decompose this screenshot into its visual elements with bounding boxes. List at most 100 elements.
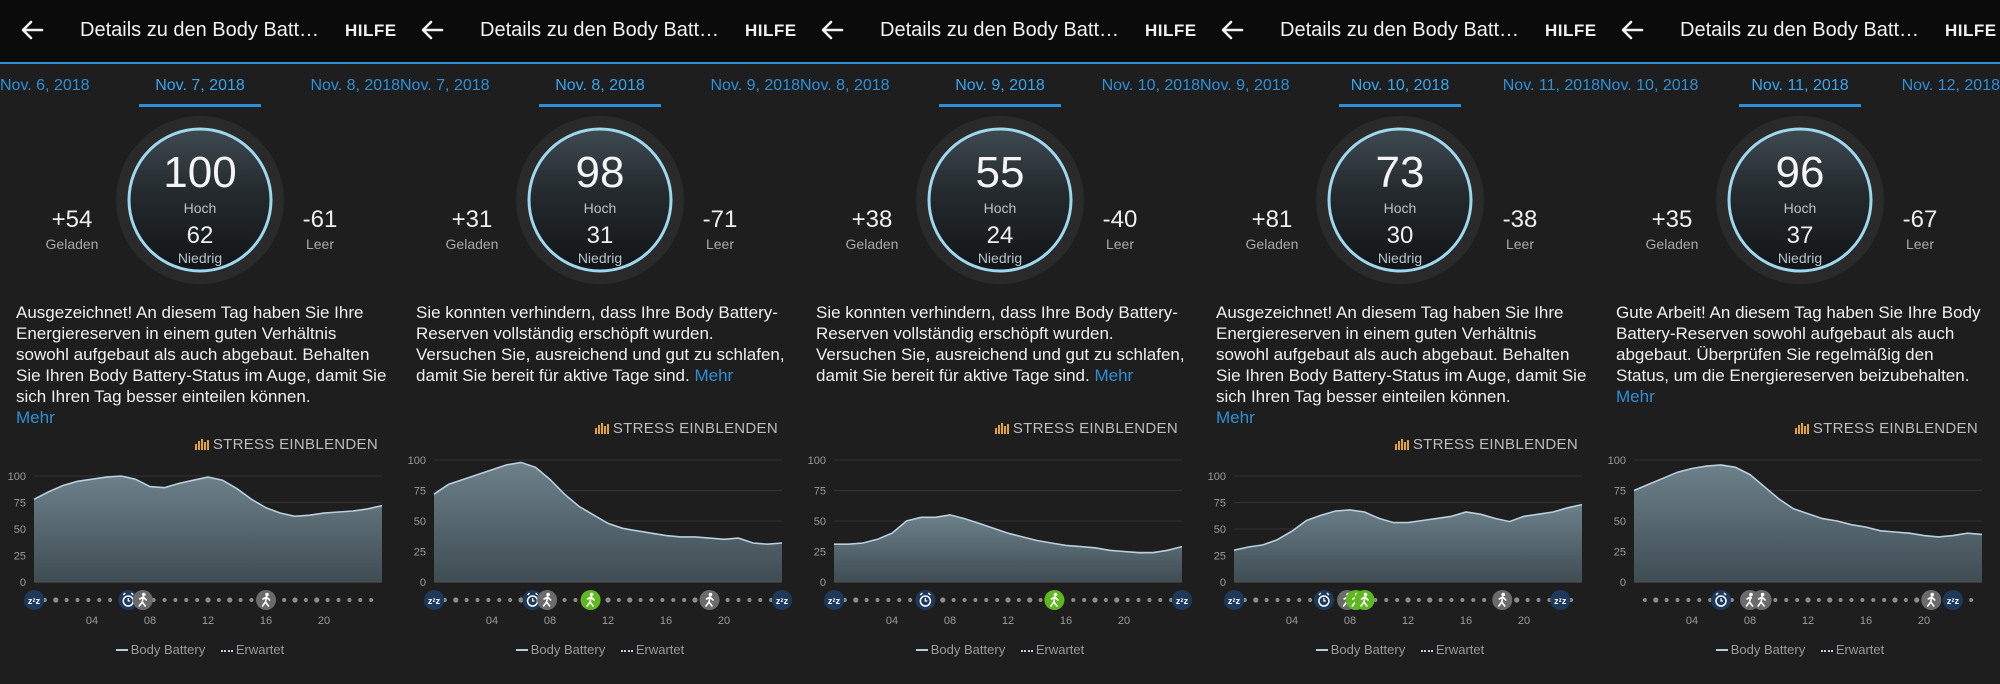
timeline-dot [216, 598, 221, 602]
more-link[interactable]: Mehr [1216, 408, 1255, 427]
legend-body-battery-label: Body Battery [130, 642, 206, 657]
next-date-tab[interactable]: Nov. 12, 2018 [1901, 77, 2000, 94]
app-bar: Details zu den Body Battery-Daten HILFE [400, 0, 800, 64]
current-date-tab[interactable]: Nov. 7, 2018 [155, 77, 245, 94]
alarm-clock-icon[interactable] [522, 590, 543, 610]
timeline-dot [725, 598, 730, 602]
show-stress-button[interactable]: STRESS EINBLENDEN [1794, 420, 1978, 437]
next-date-tab[interactable]: Nov. 10, 2018 [1101, 77, 1200, 94]
date-tab-indicator [539, 104, 661, 107]
drained-value: -40 [1102, 206, 1138, 233]
walk-icon[interactable] [256, 590, 276, 610]
timeline-dot [1405, 597, 1411, 603]
show-stress-button[interactable]: STRESS EINBLENDEN [1394, 436, 1578, 453]
walk-icon[interactable] [132, 590, 153, 610]
previous-date-tab[interactable]: Nov. 10, 2018 [1600, 77, 1699, 94]
previous-date-tab[interactable]: Nov. 8, 2018 [800, 77, 890, 94]
walk-icon[interactable] [1921, 590, 1942, 610]
y-tick-label: 100 [408, 455, 426, 467]
alarm-clock-icon[interactable] [915, 590, 936, 610]
alarm-clock-icon[interactable] [1313, 590, 1334, 610]
current-date-tab[interactable]: Nov. 10, 2018 [1350, 77, 1450, 94]
low-value: 30 [1386, 222, 1414, 249]
x-tick-label: 08 [544, 615, 556, 627]
walk-icon[interactable] [1751, 590, 1772, 610]
previous-date-tab[interactable]: Nov. 6, 2018 [0, 77, 90, 94]
alarm-clock-icon[interactable] [118, 590, 139, 610]
timeline-dot [758, 598, 763, 602]
timeline-dot [475, 598, 480, 602]
back-arrow-icon[interactable] [818, 16, 846, 44]
sleep-icon[interactable]: zᶻz [1550, 590, 1571, 610]
timeline-dot [897, 598, 902, 602]
legend-expected-label: Erwartet [1835, 642, 1885, 657]
y-tick-label: 50 [1214, 524, 1226, 536]
more-link[interactable]: Mehr [1616, 387, 1655, 406]
sleep-icon[interactable]: zᶻz [24, 590, 44, 610]
walk-icon[interactable] [537, 590, 558, 610]
charged-label: Geladen [445, 236, 499, 252]
show-stress-button[interactable]: STRESS EINBLENDEN [994, 420, 1178, 437]
activity-walk-icon[interactable] [580, 590, 601, 610]
alarm-clock-icon[interactable] [1711, 590, 1731, 610]
back-arrow-icon[interactable] [18, 16, 46, 44]
legend-line-swatch [1315, 649, 1328, 651]
current-date-tab[interactable]: Nov. 9, 2018 [955, 77, 1045, 94]
stress-bars-icon [194, 439, 209, 450]
drained-label: Leer [1905, 236, 1935, 252]
more-link[interactable]: Mehr [694, 366, 734, 385]
body-battery-chart: 100 75 50 25 0 04 08 12 16 20 zᶻz [1608, 455, 1983, 627]
x-tick-label: 12 [1002, 615, 1014, 627]
timeline-dot [1136, 598, 1141, 602]
back-arrow-icon[interactable] [1618, 16, 1646, 44]
more-link[interactable]: Mehr [1094, 366, 1134, 385]
y-tick-label: 100 [1608, 455, 1626, 467]
timeline-dot [627, 597, 633, 603]
svg-text:zᶻz: zᶻz [28, 596, 41, 606]
timeline-dot [940, 597, 946, 603]
help-button[interactable]: HILFE [345, 21, 397, 40]
timeline-dot [973, 598, 978, 602]
sleep-icon[interactable]: zᶻz [772, 590, 792, 610]
activity-walk-icon[interactable] [1044, 590, 1065, 610]
sleep-icon[interactable]: zᶻz [1224, 590, 1244, 610]
sleep-icon[interactable]: zᶻz [824, 590, 844, 610]
walk-icon[interactable] [699, 590, 720, 610]
charged-label: Geladen [845, 236, 899, 252]
previous-date-tab[interactable]: Nov. 7, 2018 [400, 77, 490, 94]
previous-date-tab[interactable]: Nov. 9, 2018 [1200, 77, 1290, 94]
timeline-dot [1860, 598, 1865, 602]
walk-icon[interactable] [1492, 590, 1513, 610]
help-button[interactable]: HILFE [1545, 21, 1597, 40]
help-button[interactable]: HILFE [745, 21, 797, 40]
next-date-tab[interactable]: Nov. 11, 2018 [1502, 77, 1600, 94]
show-stress-button[interactable]: STRESS EINBLENDEN [194, 436, 378, 453]
drained-label: Leer [1505, 236, 1535, 252]
sleep-icon[interactable]: zᶻz [424, 590, 444, 610]
x-tick-label: 04 [1686, 615, 1698, 627]
y-tick-label: 100 [808, 455, 826, 467]
date-tab-indicator [939, 104, 1061, 107]
help-button[interactable]: HILFE [1145, 21, 1197, 40]
activity-walk-icon[interactable] [1354, 590, 1375, 610]
back-arrow-icon[interactable] [418, 16, 446, 44]
timeline-dot [1384, 598, 1389, 602]
timeline-dot [1114, 597, 1120, 603]
body-battery-dial [916, 116, 1084, 284]
timeline-dot [908, 598, 913, 602]
current-date-tab[interactable]: Nov. 8, 2018 [555, 77, 645, 94]
timeline-dot [984, 598, 989, 602]
sleep-icon[interactable]: zᶻz [1943, 590, 1963, 610]
next-date-tab[interactable]: Nov. 8, 2018 [310, 77, 400, 94]
high-value: 98 [575, 148, 625, 197]
help-button[interactable]: HILFE [1945, 21, 1997, 40]
current-date-tab[interactable]: Nov. 11, 2018 [1751, 77, 1849, 94]
more-link[interactable]: Mehr [16, 408, 55, 427]
next-date-tab[interactable]: Nov. 9, 2018 [710, 77, 800, 94]
back-arrow-icon[interactable] [1218, 16, 1246, 44]
timeline-dot [97, 598, 102, 602]
sleep-icon[interactable]: zᶻz [1172, 590, 1192, 610]
show-stress-button[interactable]: STRESS EINBLENDEN [594, 420, 778, 437]
timeline-dot [1697, 598, 1702, 602]
high-label: Hoch [583, 200, 617, 216]
